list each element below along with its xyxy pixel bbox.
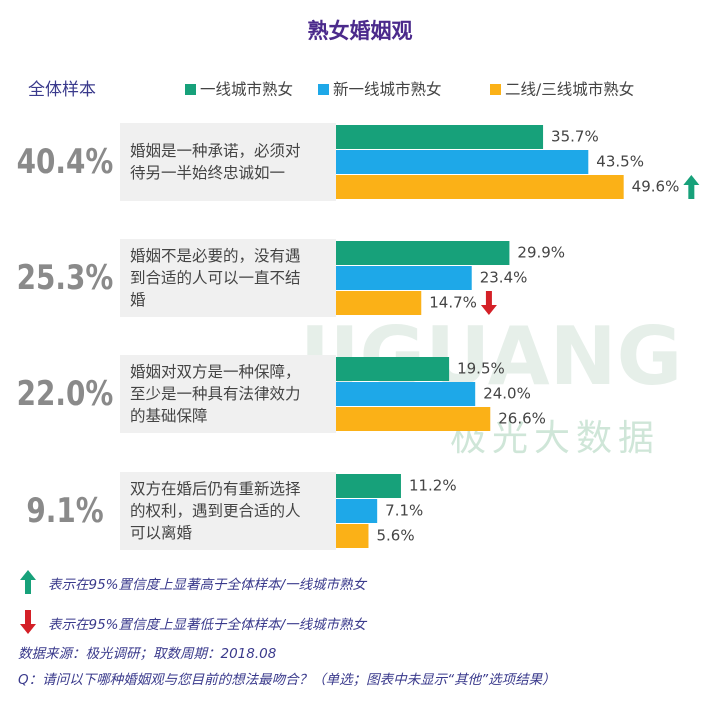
statement-box bbox=[120, 239, 336, 317]
bar bbox=[336, 407, 491, 431]
arrow-stem bbox=[25, 579, 31, 594]
bar bbox=[336, 150, 589, 174]
value-label: 7.1% bbox=[385, 502, 423, 520]
note-arrow bbox=[20, 610, 36, 634]
arrow-head bbox=[20, 570, 36, 580]
overall-value: 22.0% bbox=[17, 374, 114, 413]
bar bbox=[336, 241, 510, 265]
arrow-stem bbox=[25, 610, 31, 625]
value-label: 49.6% bbox=[632, 178, 680, 196]
statement: 婚姻不是必要的，没有遇到合适的人可以一直不结婚 bbox=[130, 247, 301, 309]
legend-swatch bbox=[490, 84, 501, 95]
source: 数据来源：极光调研；取数周期：2018.08 bbox=[18, 646, 277, 662]
value-label: 35.7% bbox=[551, 128, 599, 146]
value-label: 14.7% bbox=[429, 294, 477, 312]
bar bbox=[336, 357, 450, 381]
legend-label: 新一线城市熟女 bbox=[333, 80, 442, 99]
bar bbox=[336, 291, 422, 315]
arrow-head bbox=[20, 624, 36, 634]
bar bbox=[336, 125, 544, 149]
value-label: 43.5% bbox=[596, 153, 644, 171]
chart-title: 熟女婚姻观 bbox=[308, 19, 413, 43]
bar bbox=[336, 382, 476, 406]
value-label: 11.2% bbox=[409, 477, 457, 495]
arrow-stem bbox=[485, 291, 492, 306]
legend-label: 一线城市熟女 bbox=[200, 80, 293, 99]
note-text: 表示在95%置信度上显著低于全体样本/一线城市熟女 bbox=[48, 617, 367, 633]
significance-arrow bbox=[683, 175, 700, 199]
overall-value: 9.1% bbox=[26, 491, 103, 530]
bar bbox=[336, 266, 472, 290]
statement-box bbox=[120, 123, 336, 201]
value-label: 19.5% bbox=[457, 360, 505, 378]
value-label: 29.9% bbox=[517, 244, 565, 262]
value-label: 26.6% bbox=[498, 410, 546, 428]
bar bbox=[336, 524, 369, 548]
statement: 婚姻是一种承诺，必须对待另一半始终忠诚如一 bbox=[130, 142, 301, 182]
legend-swatch bbox=[318, 84, 329, 95]
statement: 婚姻对双方是一种保障，至少是一种具有法律效力的基础保障 bbox=[130, 363, 301, 425]
value-label: 24.0% bbox=[483, 385, 531, 403]
legend-swatch bbox=[185, 84, 196, 95]
overall-label: 全体样本 bbox=[28, 80, 96, 100]
overall-value: 25.3% bbox=[17, 258, 114, 297]
statement-box bbox=[120, 472, 336, 550]
legend-label: 二线/三线城市熟女 bbox=[505, 80, 634, 99]
bar bbox=[336, 175, 624, 199]
bar bbox=[336, 474, 401, 498]
note-text: 表示在95%置信度上显著高于全体样本/一线城市熟女 bbox=[48, 577, 367, 593]
arrow-head bbox=[683, 175, 700, 185]
arrow-head bbox=[480, 305, 497, 315]
question: Q：请问以下哪种婚姻观与您目前的想法最吻合？（单选；图表中未显示“其他”选项结果… bbox=[18, 672, 556, 688]
value-label: 5.6% bbox=[376, 527, 414, 545]
statement-box bbox=[120, 355, 336, 433]
statement: 双方在婚后仍有重新选择的权利，遇到更合适的人可以离婚 bbox=[130, 480, 301, 542]
bar bbox=[336, 499, 378, 523]
arrow-stem bbox=[688, 184, 695, 199]
note-arrow bbox=[20, 570, 36, 594]
overall-value: 40.4% bbox=[17, 142, 114, 181]
significance-arrow bbox=[480, 291, 497, 315]
value-label: 23.4% bbox=[480, 269, 528, 287]
